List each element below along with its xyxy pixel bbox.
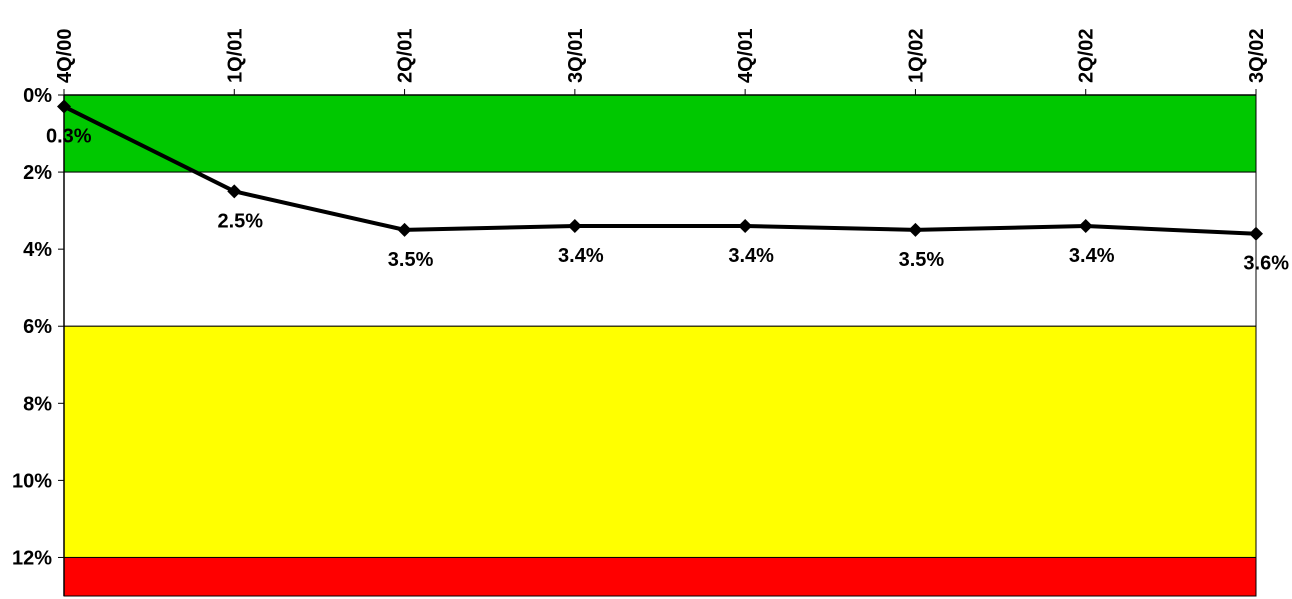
x-tick-label: 3Q/02 <box>1246 29 1268 83</box>
data-label: 3.4% <box>1069 245 1115 267</box>
x-tick-label: 4Q/01 <box>735 29 757 83</box>
data-point <box>908 222 923 237</box>
data-point <box>1078 219 1093 234</box>
x-tick-label: 4Q/00 <box>54 29 76 83</box>
y-tick-label: 8% <box>23 393 52 415</box>
x-tick-label: 3Q/01 <box>565 29 587 83</box>
band-0 <box>63 94 1257 173</box>
band-3 <box>63 556 1257 597</box>
data-label: 0.3% <box>46 126 92 148</box>
x-tick-label: 2Q/01 <box>395 29 417 83</box>
y-tick-label: 10% <box>12 470 52 492</box>
data-label: 3.4% <box>728 245 774 267</box>
series-line <box>63 104 1257 236</box>
data-label: 3.5% <box>388 249 434 271</box>
x-axis-ticks: 4Q/00 1Q/01 2Q/01 3Q/01 4Q/01 1Q/02 2Q/02 3Q/02 <box>54 29 1268 95</box>
band-2 <box>63 325 1257 558</box>
y-axis-ticks: 0% 2% 4% 6% 8% 10% 12% <box>12 85 64 569</box>
y-tick-label: 12% <box>12 547 52 569</box>
x-tick-label: 1Q/01 <box>224 29 246 83</box>
data-label: 2.5% <box>217 210 263 232</box>
y-tick-label: 4% <box>23 239 52 261</box>
x-tick-label: 2Q/02 <box>1076 29 1098 83</box>
data-label: 3.4% <box>558 245 604 267</box>
background-bands <box>63 94 1257 597</box>
y-tick-label: 2% <box>23 162 52 184</box>
y-tick-label: 0% <box>23 85 52 107</box>
series <box>57 99 1263 241</box>
data-point <box>397 222 412 237</box>
data-point <box>1249 226 1263 241</box>
data-point <box>738 219 753 234</box>
y-tick-label: 6% <box>23 316 52 338</box>
data-label: 3.5% <box>899 249 945 271</box>
data-labels: 0.3% 2.5% 3.5% 3.4% 3.4% 3.5% 3.4% 3.6% <box>46 126 1289 275</box>
x-tick-label: 1Q/02 <box>905 29 927 83</box>
data-point <box>567 219 582 234</box>
data-point <box>227 184 242 199</box>
data-label: 3.6% <box>1243 253 1289 275</box>
data-point <box>57 99 71 114</box>
axes <box>63 94 1256 596</box>
